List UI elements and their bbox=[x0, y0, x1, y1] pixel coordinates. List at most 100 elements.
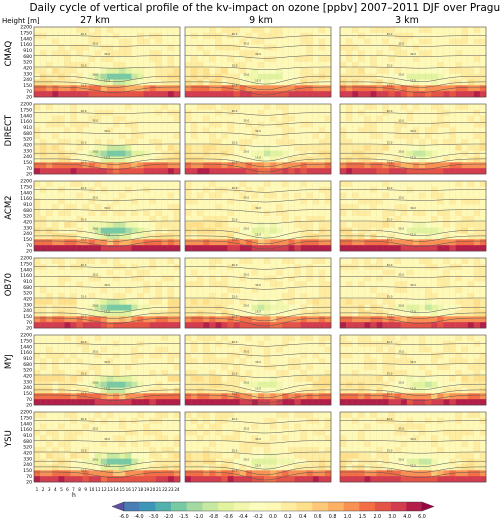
heatmap-cell bbox=[352, 316, 359, 323]
heatmap-cell bbox=[437, 186, 444, 193]
heatmap-cell bbox=[197, 109, 204, 116]
heatmap-cell bbox=[46, 227, 53, 234]
heatmap-cell bbox=[425, 227, 432, 234]
heatmap-cell bbox=[394, 298, 402, 305]
heatmap-cell bbox=[34, 310, 41, 317]
heatmap-cell bbox=[419, 133, 426, 140]
heatmap-cell bbox=[131, 275, 138, 282]
heatmap-cell bbox=[358, 181, 365, 188]
heatmap-cell bbox=[318, 233, 326, 240]
heatmap-cell bbox=[376, 352, 383, 359]
heatmap-cell bbox=[467, 322, 475, 329]
heatmap-cell bbox=[113, 144, 120, 151]
heatmap-cell bbox=[40, 258, 47, 265]
heatmap-cell bbox=[370, 322, 377, 329]
heatmap-cell bbox=[467, 44, 475, 51]
heatmap-cell bbox=[52, 91, 59, 98]
heatmap-cell bbox=[294, 144, 301, 151]
heatmap-cell bbox=[76, 316, 83, 323]
heatmap-cell bbox=[239, 104, 247, 111]
heatmap-cell bbox=[388, 162, 396, 169]
heatmap-cell bbox=[221, 204, 228, 211]
heatmap-cell bbox=[107, 38, 114, 45]
heatmap-cell bbox=[245, 287, 253, 294]
heatmap-cell bbox=[191, 62, 198, 69]
heatmap-cell bbox=[233, 56, 241, 63]
heatmap-cell bbox=[70, 298, 77, 305]
heatmap-cell bbox=[461, 370, 469, 377]
heatmap-cell bbox=[149, 139, 156, 146]
heatmap-cell bbox=[413, 44, 420, 51]
heatmap-cell bbox=[443, 364, 450, 371]
heatmap-cell bbox=[58, 192, 65, 199]
heatmap-cell bbox=[425, 221, 432, 228]
heatmap-cell bbox=[264, 381, 271, 388]
heatmap-cell bbox=[388, 358, 396, 365]
heatmap-cell bbox=[209, 293, 216, 300]
heatmap-cell bbox=[64, 85, 71, 92]
contour-label: 10.0 bbox=[232, 391, 238, 395]
heatmap-cell bbox=[467, 245, 475, 252]
heatmap-cell bbox=[167, 181, 175, 188]
heatmap-cell bbox=[173, 156, 181, 163]
heatmap-cell bbox=[131, 121, 138, 128]
heatmap-cell bbox=[46, 352, 53, 359]
heatmap-cell bbox=[258, 263, 265, 270]
heatmap-cell bbox=[64, 412, 71, 419]
heatmap-cell bbox=[467, 127, 475, 134]
heatmap-cell bbox=[288, 399, 295, 406]
heatmap-cell bbox=[388, 156, 396, 163]
heatmap-cell bbox=[143, 121, 150, 128]
contour-label: 10.0 bbox=[387, 391, 393, 395]
heatmap-cell bbox=[215, 104, 222, 111]
heatmap-cell bbox=[70, 56, 77, 63]
heatmap-cell bbox=[382, 346, 389, 353]
heatmap-cell bbox=[227, 91, 234, 98]
heatmap-cell bbox=[461, 27, 469, 34]
heatmap-cell bbox=[437, 91, 444, 98]
heatmap-cell bbox=[388, 387, 396, 394]
heatmap-cell bbox=[406, 168, 414, 175]
heatmap-cell bbox=[203, 85, 210, 92]
heatmap-cell bbox=[473, 91, 481, 98]
heatmap-cell bbox=[46, 186, 53, 193]
heatmap-cell bbox=[76, 79, 83, 86]
heatmap-cell bbox=[312, 352, 320, 359]
heatmap-cell bbox=[443, 221, 450, 228]
heatmap-cell bbox=[270, 56, 277, 63]
heatmap-cell bbox=[282, 227, 289, 234]
heatmap-cell bbox=[76, 139, 83, 146]
heatmap-cell bbox=[94, 192, 102, 199]
heatmap-cell bbox=[40, 233, 47, 240]
heatmap-cell bbox=[125, 56, 132, 63]
heatmap-cell bbox=[449, 358, 456, 365]
heatmap-cell bbox=[352, 150, 359, 157]
heatmap-cell bbox=[173, 298, 181, 305]
heatmap-cell bbox=[161, 168, 169, 175]
heatmap-cell bbox=[88, 73, 96, 80]
heatmap-cell bbox=[346, 204, 353, 211]
heatmap-cell bbox=[449, 322, 456, 329]
heatmap-cell bbox=[318, 127, 326, 134]
heatmap-cell bbox=[352, 162, 359, 169]
heatmap-cell bbox=[125, 115, 132, 122]
heatmap-cell bbox=[473, 310, 481, 317]
heatmap-cell bbox=[473, 239, 481, 246]
heatmap-cell bbox=[167, 79, 175, 86]
heatmap-cell bbox=[34, 245, 41, 252]
heatmap-cell bbox=[34, 115, 41, 122]
heatmap-cell bbox=[294, 287, 301, 294]
heatmap-cell bbox=[318, 186, 326, 193]
heatmap-cell bbox=[364, 162, 371, 169]
heatmap-cell bbox=[155, 121, 163, 128]
heatmap-cell bbox=[282, 139, 289, 146]
heatmap-cell bbox=[479, 358, 487, 365]
heatmap-cell bbox=[443, 322, 450, 329]
heatmap-cell bbox=[431, 50, 438, 57]
heatmap-cell bbox=[467, 73, 475, 80]
heatmap-cell bbox=[473, 269, 481, 276]
heatmap-cell bbox=[455, 139, 462, 146]
heatmap-cell bbox=[431, 139, 438, 146]
heatmap-cell bbox=[382, 335, 389, 342]
heatmap-cell bbox=[382, 127, 389, 134]
